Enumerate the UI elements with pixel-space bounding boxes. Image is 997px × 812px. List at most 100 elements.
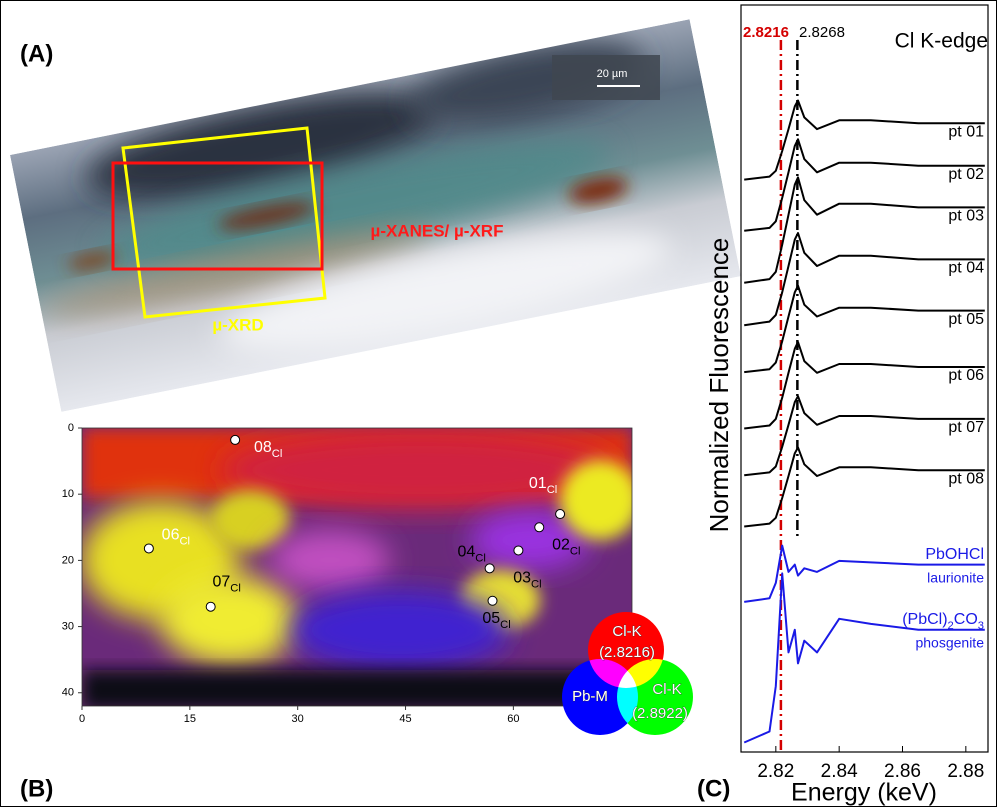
subscript: Cl <box>272 448 283 460</box>
subscript: Cl <box>500 619 511 631</box>
x-axis-title: Energy (keV) <box>791 779 937 807</box>
text-part: 02 <box>552 537 570 554</box>
map-point <box>534 522 545 533</box>
point-label: 01Cl <box>529 475 557 496</box>
subscript: Cl <box>179 535 190 547</box>
text-part: 05 <box>482 610 500 627</box>
series-label: pt 03 <box>948 208 984 225</box>
x-tick-label: 2.82 <box>757 761 794 782</box>
point-label: 08Cl <box>254 439 282 460</box>
xrd-label: µ-XRD <box>212 315 263 334</box>
x-tick-label: 2.86 <box>884 761 921 782</box>
text-part: 08 <box>254 439 272 456</box>
mineral-label: laurionite <box>927 569 984 585</box>
point-label: 06Cl <box>162 527 190 548</box>
chart-title: Cl K-edge <box>895 30 988 53</box>
series-label: pt 07 <box>948 419 984 436</box>
venn-sublabel: (2.8216) <box>599 644 655 661</box>
x-tick-label: 30 <box>292 713 304 725</box>
spectrum <box>744 395 985 477</box>
x-tick-label: 15 <box>184 713 196 725</box>
series-label: (PbCl)2CO3 <box>902 611 984 632</box>
series-label: pt 06 <box>948 367 984 384</box>
venn-label: Pb-M <box>572 688 608 705</box>
map-point <box>205 601 216 612</box>
y-tick-label: 40 <box>62 687 74 699</box>
series-label: PbOHCl <box>925 546 984 563</box>
map-image <box>82 428 632 706</box>
panel-label: (A) <box>20 40 53 67</box>
series-label: pt 05 <box>948 311 984 328</box>
panel-label: (B) <box>20 775 53 802</box>
spectrum <box>744 284 985 374</box>
micrograph <box>10 19 741 412</box>
spectrum <box>744 341 985 430</box>
subscript: Cl <box>475 552 486 564</box>
xanes-box <box>111 161 324 271</box>
subscript: Cl <box>547 484 558 496</box>
scale-bar-box <box>552 55 660 100</box>
map-point <box>230 434 241 445</box>
text-part: 06 <box>162 527 180 544</box>
text-part: 07 <box>213 574 231 591</box>
spectrum <box>744 446 985 528</box>
text-part: 01 <box>529 475 547 492</box>
mineral-label: phosgenite <box>915 634 984 650</box>
x-tick-label: 60 <box>507 713 519 725</box>
map-point <box>143 543 154 554</box>
scale-bar-label: 20 µm <box>597 68 628 80</box>
xanes-label: µ-XANES/ µ-XRF <box>371 221 504 240</box>
series-label: pt 01 <box>948 123 984 140</box>
x-tick-label: 2.88 <box>947 761 984 782</box>
point-label: 04Cl <box>457 544 485 565</box>
text-part: 03 <box>513 570 531 587</box>
venn-circle <box>562 659 638 735</box>
x-tick-label: 2.84 <box>821 761 858 782</box>
subscript: Cl <box>570 545 581 557</box>
y-axis-title: Normalized Fluorescence <box>704 238 734 533</box>
subscript: Cl <box>531 578 542 590</box>
venn-sublabel: (2.8922) <box>632 705 688 722</box>
series-label: pt 04 <box>948 260 984 277</box>
spectra-axes <box>740 4 989 753</box>
venn-circle <box>617 659 693 735</box>
dynamic: 0153045607501020304001Cl02Cl03Cl04Cl05Cl… <box>20 24 988 807</box>
spectrum <box>744 138 985 232</box>
point-label: 03Cl <box>513 570 541 591</box>
venn-label: Cl-K <box>612 623 641 640</box>
panel-label: (C) <box>697 775 730 802</box>
spectrum <box>743 572 985 744</box>
map-axes <box>81 427 633 707</box>
xrd-box <box>121 126 327 319</box>
reference-label: 2.8268 <box>799 24 845 41</box>
text-part: CO <box>954 611 978 628</box>
text-part: (PbCl) <box>902 611 947 628</box>
subscript: 2 <box>948 620 954 632</box>
point-label: 02Cl <box>552 537 580 558</box>
subscript: 3 <box>978 620 984 632</box>
map-point <box>484 563 495 574</box>
point-label: 05Cl <box>482 610 510 631</box>
y-tick-label: 20 <box>62 554 74 566</box>
spectrum <box>744 176 985 284</box>
venn-label: Cl-K <box>652 681 681 698</box>
y-tick-label: 10 <box>62 488 74 500</box>
series-label: pt 08 <box>948 470 984 487</box>
venn-legend <box>562 612 693 735</box>
subscript: Cl <box>230 583 241 595</box>
map-point <box>555 509 566 520</box>
reference-label: 2.8216 <box>743 24 789 41</box>
x-tick-label: 45 <box>399 713 411 725</box>
y-tick-label: 0 <box>68 422 74 434</box>
point-label: 07Cl <box>213 574 241 595</box>
spectrum <box>744 232 985 327</box>
y-tick-label: 30 <box>62 620 74 632</box>
spectrum <box>744 99 985 181</box>
map-point <box>513 545 524 556</box>
spectrum <box>744 544 985 603</box>
map-point <box>487 595 498 606</box>
text-part: 04 <box>457 544 475 561</box>
series-label: pt 02 <box>948 166 984 183</box>
x-tick-label: 0 <box>79 713 85 725</box>
